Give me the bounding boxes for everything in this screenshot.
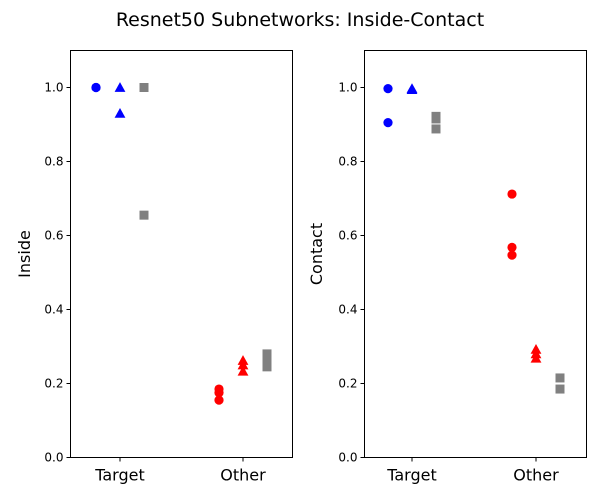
data-point-triangle — [237, 365, 249, 376]
data-point-triangle — [530, 352, 542, 363]
data-point-square — [139, 210, 149, 220]
x-tick-label: Target — [94, 466, 145, 485]
y-axis-label: Inside — [15, 230, 34, 278]
x-tick-label: Other — [220, 466, 266, 485]
data-point-square — [139, 83, 149, 92]
y-tick-label: 0.2 — [44, 377, 63, 391]
data-point-square — [262, 354, 272, 364]
y-tick-label: 0.6 — [44, 229, 63, 243]
data-point-circle — [383, 118, 393, 128]
figure-title: Resnet50 Subnetworks: Inside-Contact — [116, 9, 484, 31]
y-tick-label: 0.4 — [44, 303, 63, 317]
axis-ticks: 0.0 0.2 0.4 0.6 0.8 1.0 Target Other — [44, 81, 266, 485]
plot-frame — [70, 50, 293, 458]
data-point-square — [555, 373, 565, 383]
y-tick-label: 0.0 — [44, 451, 63, 465]
data-point-circle — [507, 189, 517, 199]
data-point-circle — [507, 242, 517, 252]
y-tick-label: 0.4 — [338, 303, 357, 317]
subplot-inside: Inside 0.0 0.2 0.4 0.6 0.8 1.0 Target Other — [15, 50, 293, 485]
y-tick-label: 0.8 — [44, 155, 63, 169]
data-point-square — [555, 384, 565, 394]
x-tick-label: Target — [386, 466, 437, 485]
data-point-square — [262, 362, 272, 372]
y-tick-label: 0.0 — [338, 451, 357, 465]
data-point-square — [262, 349, 272, 359]
y-tick-label: 1.0 — [44, 81, 63, 95]
data-point-square — [431, 114, 441, 124]
y-axis-label: Contact — [307, 223, 326, 285]
data-point-triangle — [237, 359, 249, 370]
data-point-triangle — [114, 82, 126, 92]
data-point-circle — [214, 388, 224, 398]
data-marks — [383, 83, 565, 394]
axis-ticks: 0.0 0.2 0.4 0.6 0.8 1.0 Target Other — [338, 81, 559, 485]
data-point-square — [431, 124, 441, 134]
data-point-triangle — [406, 84, 418, 95]
data-point-circle — [383, 84, 393, 94]
subplot-contact: Contact 0.0 0.2 0.4 0.6 0.8 1.0 Target Other — [307, 50, 587, 485]
y-tick-label: 1.0 — [338, 81, 357, 95]
y-tick-label: 0.2 — [338, 377, 357, 391]
data-point-triangle — [114, 108, 126, 118]
data-point-circle — [91, 82, 101, 93]
y-tick-label: 0.8 — [338, 155, 357, 169]
data-marks — [91, 82, 272, 405]
y-tick-label: 0.6 — [338, 229, 357, 243]
data-point-circle — [214, 395, 224, 405]
x-tick-label: Other — [513, 466, 559, 485]
plot-frame — [364, 50, 587, 458]
data-point-circle — [507, 250, 517, 260]
